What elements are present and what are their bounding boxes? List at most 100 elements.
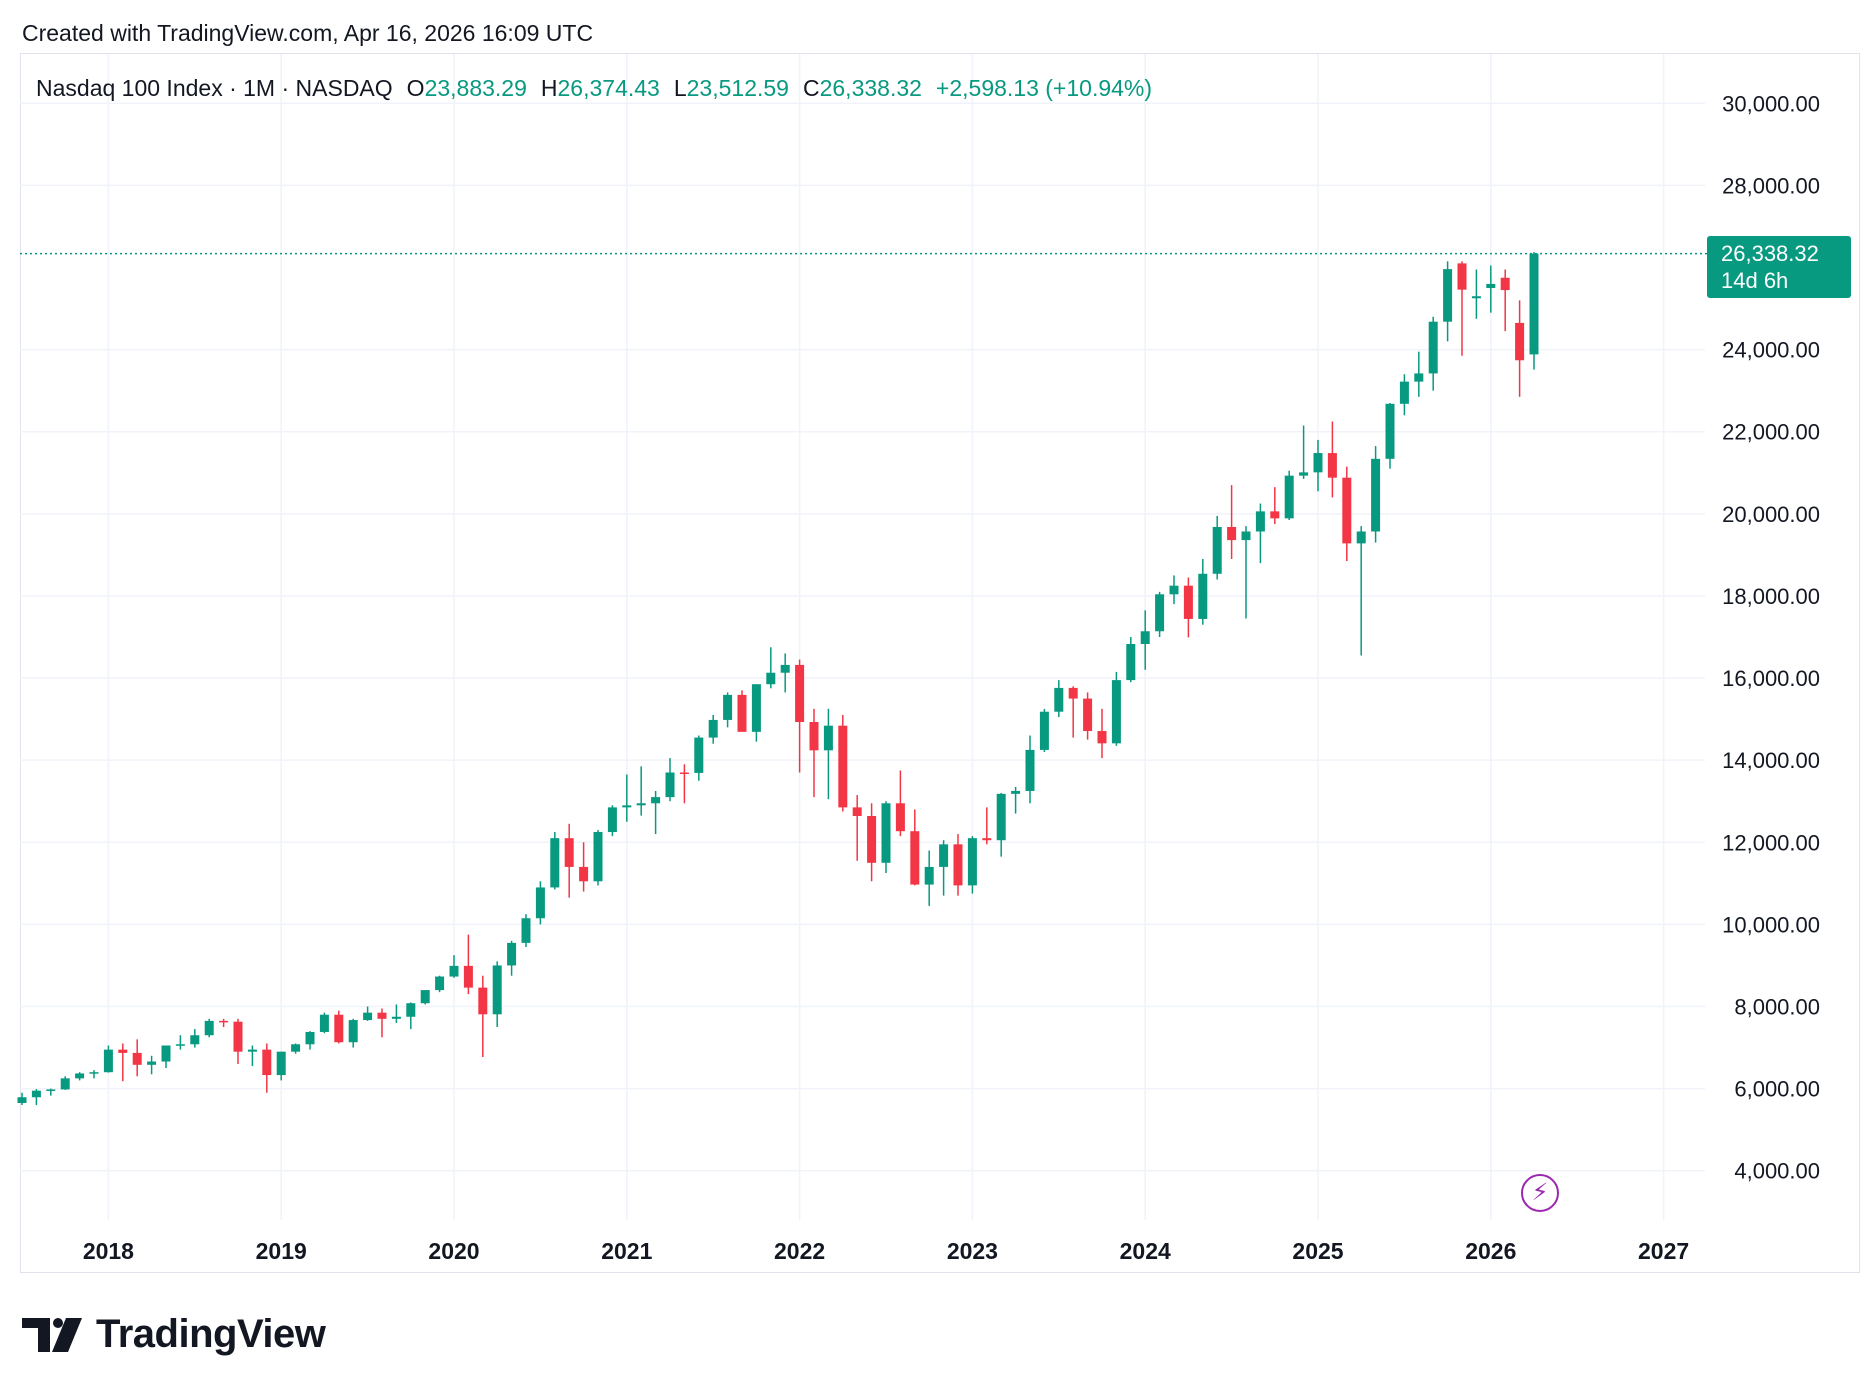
year-tick-label: 2019 — [256, 1238, 307, 1264]
candle-body — [564, 838, 574, 867]
candle — [1126, 637, 1136, 683]
chart-frame — [20, 53, 1860, 1273]
candle — [348, 1018, 358, 1048]
year-tick-label: 2025 — [1292, 1238, 1343, 1264]
candle-body — [809, 721, 819, 751]
price-axis: 30,000.00 28,000.00 24,000.00 22,000.00 20,0… — [1722, 91, 1820, 1183]
candle-body — [1313, 453, 1323, 473]
candle-body — [1083, 698, 1093, 732]
price-tick-label: 18,000.00 — [1722, 584, 1820, 609]
candle — [1039, 708, 1049, 752]
candle-body — [535, 887, 545, 919]
candle — [363, 1006, 373, 1021]
candle — [262, 1043, 272, 1093]
candle-body — [305, 1031, 315, 1045]
candle-body — [1385, 403, 1395, 459]
candle-body — [996, 793, 1006, 841]
candle-body — [319, 1014, 329, 1032]
candle — [319, 1012, 329, 1034]
bar-countdown: 14d 6h — [1721, 268, 1789, 293]
candle — [147, 1055, 157, 1075]
candle-body — [780, 664, 790, 673]
tradingview-logo[interactable]: TradingView — [22, 1312, 326, 1357]
legend-high-value: 26,374.43 — [557, 75, 660, 101]
candle-body — [17, 1097, 27, 1103]
price-tick-label: 20,000.00 — [1722, 502, 1820, 527]
legend-open-label: O — [406, 75, 425, 101]
year-tick-label: 2027 — [1638, 1238, 1689, 1264]
candle — [1083, 692, 1093, 740]
candle — [910, 809, 920, 886]
candle — [449, 955, 459, 978]
candle — [132, 1039, 142, 1077]
created-with-caption: Created with TradingView.com, Apr 16, 20… — [22, 20, 594, 46]
legend-open-value: 23,883.29 — [424, 75, 527, 101]
price-tick-label: 22,000.00 — [1722, 420, 1820, 445]
candle — [1356, 526, 1366, 656]
legend-change: +2,598.13 (+10.94%) — [935, 75, 1153, 101]
candle — [1212, 515, 1222, 580]
candle — [276, 1051, 286, 1081]
candle-body — [247, 1049, 257, 1052]
candle-body — [1126, 643, 1136, 681]
candle — [1198, 558, 1208, 625]
price-tick-label: 10,000.00 — [1722, 912, 1820, 937]
candle-body — [219, 1020, 229, 1023]
legend-close-value: 26,338.32 — [819, 75, 922, 101]
candle — [867, 803, 877, 882]
candle-body — [31, 1090, 41, 1098]
candle-body — [823, 725, 833, 751]
legend-low-label: L — [673, 75, 687, 101]
candle — [1385, 402, 1395, 469]
candle — [665, 758, 675, 802]
candle — [1471, 269, 1481, 319]
tradingview-logo-icon — [22, 1317, 82, 1352]
candle — [1299, 425, 1309, 479]
candle-body — [175, 1044, 185, 1046]
candle-body — [1068, 687, 1078, 699]
candle — [1414, 351, 1424, 397]
candle-body — [622, 805, 632, 808]
candle-body — [1500, 277, 1510, 291]
candle-body — [910, 831, 920, 885]
last-price-value: 26,338.32 — [1721, 241, 1819, 266]
candle — [996, 793, 1006, 857]
candle-body — [751, 684, 761, 732]
candle-body — [1155, 594, 1165, 632]
candles-group — [17, 252, 1539, 1106]
candle-body — [967, 838, 977, 886]
candle-body — [1428, 321, 1438, 374]
candle-body — [1198, 573, 1208, 619]
lightning-bolt-icon[interactable]: ⚡ — [1521, 1174, 1559, 1212]
candle-body — [1241, 531, 1251, 541]
candle-body — [852, 807, 862, 817]
candle — [809, 708, 819, 798]
candle-body — [1399, 381, 1409, 404]
candle-body — [1486, 283, 1496, 289]
candle — [1097, 708, 1107, 759]
candle — [60, 1076, 70, 1090]
candle-body — [161, 1045, 171, 1062]
candle — [838, 715, 848, 812]
candle — [1068, 686, 1078, 738]
candle — [593, 829, 603, 886]
candle — [204, 1018, 214, 1038]
candle — [1342, 466, 1352, 562]
candle-body — [377, 1012, 387, 1019]
candle-body — [118, 1049, 128, 1053]
candle-body — [1299, 472, 1309, 476]
candle — [780, 653, 790, 693]
year-tick-label: 2018 — [83, 1238, 134, 1264]
candle — [233, 1018, 243, 1064]
candle — [103, 1045, 113, 1073]
candle-body — [190, 1035, 200, 1045]
candle — [895, 770, 905, 837]
candle — [247, 1045, 257, 1067]
candle-body — [1284, 475, 1294, 519]
candle — [175, 1035, 185, 1050]
candle — [1227, 485, 1237, 559]
candle — [1327, 421, 1337, 498]
legend-high-label: H — [540, 75, 558, 101]
candle-body — [1342, 477, 1352, 544]
